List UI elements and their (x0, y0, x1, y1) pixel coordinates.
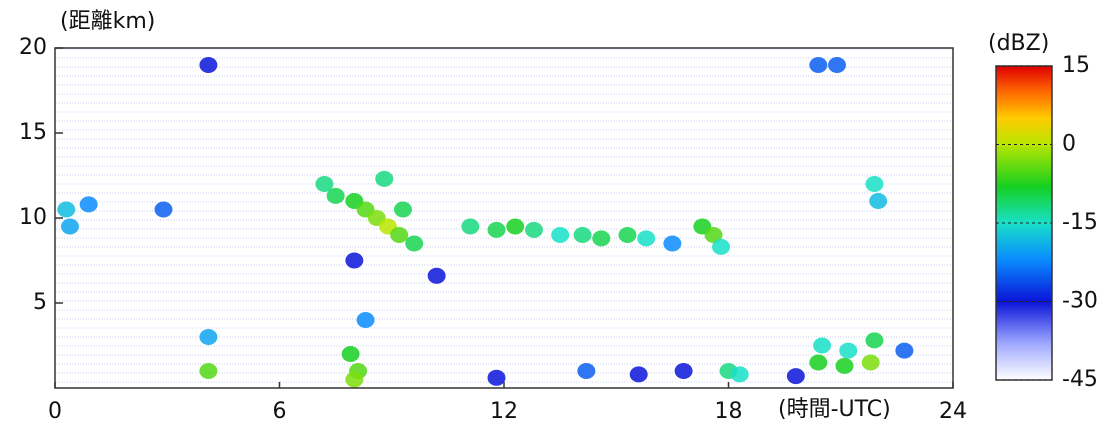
echo (895, 342, 914, 359)
echo (461, 218, 480, 235)
y-tick-label: 5 (33, 290, 47, 315)
echo (345, 371, 364, 388)
echo (730, 366, 749, 383)
echo (154, 201, 173, 218)
echo (674, 363, 693, 379)
echo (199, 57, 218, 73)
plot-background (55, 48, 953, 388)
echo (79, 196, 98, 213)
echo (865, 332, 884, 349)
echo (345, 252, 364, 269)
echo (809, 354, 828, 371)
echo (315, 176, 334, 192)
colorbar-label: (dBZ) (988, 31, 1049, 56)
echo-layer (57, 57, 914, 388)
x-tick-label: 24 (939, 399, 967, 424)
x-tick-label: 6 (273, 399, 287, 424)
echo (663, 235, 682, 252)
echo (326, 187, 345, 204)
y-tick-label: 10 (19, 205, 47, 230)
x-axis-label: (時間-UTC) (778, 397, 891, 422)
echo (637, 230, 656, 247)
echo (809, 57, 828, 73)
colorbar-tick-label: 15 (1062, 53, 1090, 78)
x-tick-label: 0 (48, 399, 62, 424)
echo (828, 57, 847, 73)
echo (427, 267, 446, 284)
echo (839, 342, 858, 359)
echo (592, 230, 611, 247)
echo (577, 363, 596, 379)
colorbar-tick-label: 0 (1062, 132, 1076, 157)
echo (865, 176, 884, 192)
echo (573, 227, 592, 243)
echo (405, 235, 424, 252)
colorbar-tick-label: -15 (1062, 210, 1098, 235)
y-axis-label: (距離km) (60, 9, 155, 34)
echo (487, 369, 506, 386)
colorbar-tick-label: -30 (1062, 289, 1098, 314)
echo (57, 201, 76, 218)
echo (835, 357, 854, 374)
echo (375, 170, 394, 187)
echo (813, 337, 832, 354)
echo (60, 218, 79, 235)
echo (356, 312, 375, 328)
echo (487, 221, 506, 238)
x-tick-label: 12 (490, 399, 518, 424)
echo (199, 329, 218, 345)
echo (704, 227, 723, 243)
echo (524, 221, 543, 238)
echo (786, 368, 805, 385)
echo (506, 218, 525, 235)
echo (341, 346, 360, 362)
echo (712, 238, 731, 255)
echo (618, 227, 637, 243)
y-tick-label: 20 (19, 35, 47, 60)
echo (393, 201, 412, 218)
x-tick-label: 18 (715, 399, 743, 424)
echo (390, 227, 409, 243)
echo (199, 363, 218, 379)
y-tick-label: 15 (19, 120, 47, 145)
echo (869, 193, 888, 209)
echo (629, 366, 648, 383)
echo (861, 354, 880, 371)
colorbar-tick-label: -45 (1062, 367, 1098, 392)
echo (551, 227, 570, 243)
